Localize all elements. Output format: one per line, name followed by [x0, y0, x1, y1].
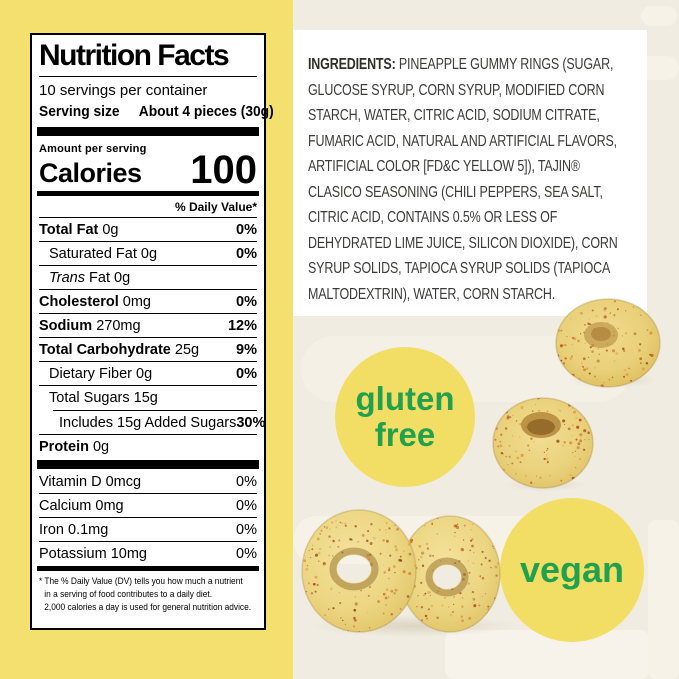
nutrition-facts-label: Nutrition Facts 10 servings per containe…	[30, 33, 273, 630]
gluten-free-badge-line2: free	[374, 416, 436, 453]
ingredients-line: SYRUP SOLIDS, TAPIOCA SYRUP SOLIDS (TAPI…	[308, 260, 611, 277]
serving-size-value: About 4 pieces (30g)	[138, 103, 274, 120]
nutrition-row-calcium: Calcium 0mg 0%	[39, 494, 257, 518]
nutrition-row-total-carbohydrate: Total Carbohydrate 25g 9%	[39, 338, 257, 362]
ingredients-line: FUMARIC ACID, NATURAL AND ARTIFICIAL FLA…	[308, 132, 617, 150]
serving-size-label: Serving size	[39, 103, 120, 120]
nutrition-row-added-sugars: Includes 15g Added Sugars 30%	[39, 411, 265, 435]
left-panel: Nutrition Facts 10 servings per containe…	[0, 0, 293, 679]
ingredients-line: CLASICO SEASONING (CHILI PEPPERS, SEA SA…	[308, 183, 603, 201]
gummy-ring-image	[555, 298, 661, 388]
nutrient-pct: 0%	[236, 245, 257, 262]
amount-per-serving-label: Amount per serving	[39, 143, 147, 155]
gummy-ring-image	[399, 515, 501, 633]
nutrition-row-iron: Iron 0.1mg 0%	[39, 518, 257, 542]
background-pattern	[648, 520, 679, 679]
servings-per-container: 10 servings per container	[39, 82, 208, 99]
ingredients-heading: INGREDIENTS:	[308, 56, 396, 73]
nutrition-row-dietary-fiber: Dietary Fiber 0g 0%	[39, 362, 257, 386]
nutrient-qty: 0g	[98, 221, 119, 238]
vegan-badge: vegan	[500, 498, 644, 642]
ingredients-line: GLUCOSE SYRUP, CORN SYRUP, MODIFIED CORN	[308, 81, 605, 99]
calories-row: Calories 100	[39, 148, 257, 192]
daily-value-header: % Daily Value*	[39, 197, 257, 218]
nutrition-row-total-sugars: Total Sugars 15g	[49, 390, 158, 406]
ingredients-line: INGREDIENTS: PINEAPPLE GUMMY RINGS (SUGA…	[308, 56, 614, 73]
divider-thick	[37, 127, 259, 136]
nutrition-row-vitamin-d: Vitamin D 0mcg 0%	[39, 470, 257, 494]
ingredients-line: ARTIFICIAL COLOR [FD&C YELLOW 5]), TAJIN…	[308, 158, 580, 175]
nutrition-row-total-fat: Total Fat 0g 0%	[39, 218, 257, 242]
ingredients-box: INGREDIENTS: PINEAPPLE GUMMY RINGS (SUGA…	[293, 30, 647, 316]
calories-label: Calories	[39, 158, 142, 188]
divider-medium	[37, 191, 259, 196]
background-pattern	[641, 6, 677, 26]
ingredients-line: CITRIC ACID, CONTAINS 0.5% OR LESS OF	[308, 209, 558, 226]
nutrient-name: Total Fat	[39, 221, 99, 238]
nutrition-row-protein: Protein 0g	[39, 439, 110, 455]
gummy-ring-image	[301, 509, 417, 633]
calories-value: 100	[190, 148, 257, 192]
gluten-free-badge-line1: gluten	[355, 380, 455, 417]
nutrient-pct: 0%	[236, 221, 257, 238]
right-panel: INGREDIENTS: PINEAPPLE GUMMY RINGS (SUGA…	[293, 0, 679, 679]
nutrition-row-sodium: Sodium 270mg 12%	[39, 314, 257, 338]
nutrition-row-saturated-fat: Saturated Fat 0g 0%	[39, 242, 257, 266]
daily-value-footnote: * The % Daily Value (DV) tells you how m…	[39, 576, 252, 613]
ingredients-line: DEHYDRATED LIME JUICE, SILICON DIOXIDE),…	[308, 234, 618, 252]
divider-medium	[37, 566, 259, 571]
nutrition-row-cholesterol: Cholesterol 0mg 0%	[39, 290, 257, 314]
divider-indented	[53, 410, 257, 411]
ingredients-line: STARCH, WATER, CITRIC ACID, SODIUM CITRA…	[308, 107, 600, 124]
nutrition-facts-title: Nutrition Facts	[39, 35, 257, 77]
divider-thick	[37, 460, 259, 469]
nutrition-row-potassium: Potassium 10mg 0%	[39, 545, 257, 562]
vegan-badge-label: vegan	[519, 549, 625, 590]
gluten-free-badge: gluten free	[335, 347, 475, 487]
ingredients-line: MALTODEXTRIN), WATER, CORN STARCH.	[308, 285, 556, 303]
serving-size-row: Serving size About 4 pieces (30g)	[39, 101, 273, 126]
background-pattern	[445, 630, 650, 679]
gummy-ring-image	[492, 397, 594, 489]
nutrition-row-trans-fat: Trans Fat 0g	[39, 266, 257, 290]
